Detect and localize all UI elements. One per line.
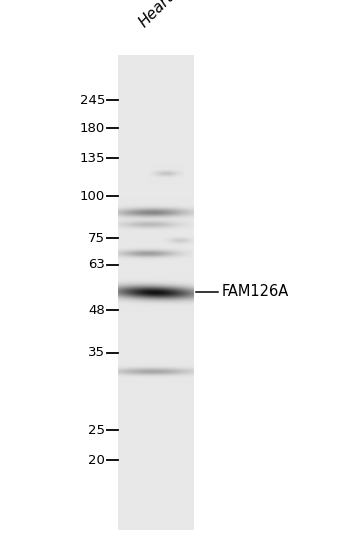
Text: 25: 25 <box>88 423 105 437</box>
Text: 180: 180 <box>80 122 105 135</box>
Text: 35: 35 <box>88 347 105 360</box>
Text: 100: 100 <box>80 190 105 203</box>
Text: 48: 48 <box>88 304 105 317</box>
Text: 135: 135 <box>79 152 105 165</box>
Text: Heart: Heart <box>136 0 176 30</box>
Text: 20: 20 <box>88 453 105 467</box>
Text: 63: 63 <box>88 258 105 271</box>
Text: FAM126A: FAM126A <box>222 284 289 300</box>
Text: 75: 75 <box>88 232 105 245</box>
Text: 245: 245 <box>79 94 105 106</box>
